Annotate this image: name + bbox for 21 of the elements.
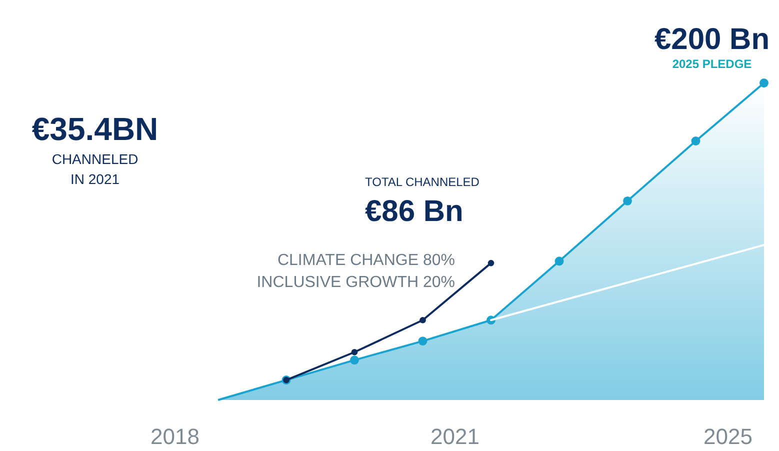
text: CHANNELED xyxy=(52,151,138,167)
point xyxy=(420,316,426,324)
text: 2021 xyxy=(430,424,480,449)
annotation: TOTAL CHANNELED xyxy=(365,175,480,189)
point xyxy=(488,260,494,266)
point xyxy=(760,78,768,88)
text: 2025 PLEDGE xyxy=(672,57,752,71)
point xyxy=(351,348,358,356)
point xyxy=(418,336,428,346)
annotation: INCLUSIVE GROWTH 20% xyxy=(256,274,455,291)
point xyxy=(691,136,700,146)
annotation: €86 Bn xyxy=(365,195,464,228)
text: 2025 xyxy=(704,424,752,449)
point xyxy=(554,256,564,266)
text: €35.4BN xyxy=(32,111,158,147)
point xyxy=(623,196,632,206)
point xyxy=(350,356,359,365)
text: 2018 xyxy=(150,424,200,449)
text: IN 2021 xyxy=(70,171,120,187)
annotation: CLIMATE CHANGE 80% xyxy=(277,252,455,269)
text: €200 Bn xyxy=(654,23,770,56)
